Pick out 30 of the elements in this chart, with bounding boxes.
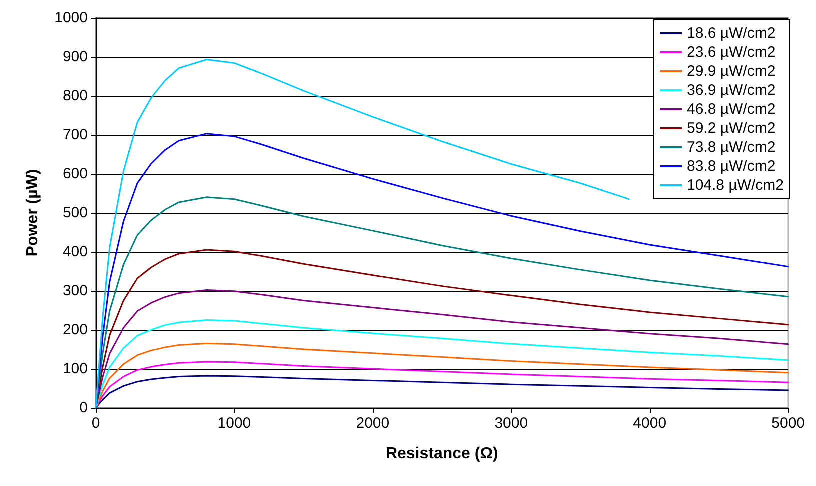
legend-label: 23.6 µW/cm2 bbox=[686, 44, 776, 61]
x-tick-label: 4000 bbox=[633, 415, 667, 432]
y-tick-label: 200 bbox=[62, 322, 88, 338]
legend-label: 104.8 µW/cm2 bbox=[686, 177, 784, 194]
y-tick-label: 0 bbox=[80, 400, 88, 416]
x-tick-label: 3000 bbox=[494, 415, 528, 432]
x-tick-label: 2000 bbox=[356, 415, 390, 432]
y-axis-title: Power (µW) bbox=[24, 169, 42, 257]
y-tick-label: 300 bbox=[62, 282, 88, 300]
x-tick-label: 1000 bbox=[218, 415, 252, 432]
y-tick-label: 800 bbox=[62, 88, 88, 104]
legend-label: 83.8 µW/cm2 bbox=[686, 158, 776, 175]
y-tick-label: 900 bbox=[62, 48, 88, 66]
y-tick-label: 1000 bbox=[54, 10, 88, 26]
x-axis-title: Resistance (Ω) bbox=[386, 446, 498, 462]
legend-label: 36.9 µW/cm2 bbox=[686, 82, 776, 99]
y-tick-label: 400 bbox=[62, 244, 88, 260]
x-tick-label: 5000 bbox=[772, 415, 806, 432]
y-tick-label: 700 bbox=[62, 126, 88, 144]
legend-label: 73.8 µW/cm2 bbox=[686, 139, 776, 156]
x-tick-label: 0 bbox=[92, 415, 100, 432]
legend-label: 59.2 µW/cm2 bbox=[686, 120, 776, 137]
line-series bbox=[95, 375, 790, 409]
y-tick-label: 500 bbox=[62, 204, 88, 222]
y-tick-label: 100 bbox=[62, 360, 88, 378]
line-series bbox=[95, 58, 630, 409]
y-tick-label: 600 bbox=[62, 166, 88, 182]
legend-label: 18.6 µW/cm2 bbox=[686, 25, 776, 42]
legend-label: 29.9 µW/cm2 bbox=[686, 63, 776, 80]
legend-label: 46.8 µW/cm2 bbox=[686, 101, 776, 118]
